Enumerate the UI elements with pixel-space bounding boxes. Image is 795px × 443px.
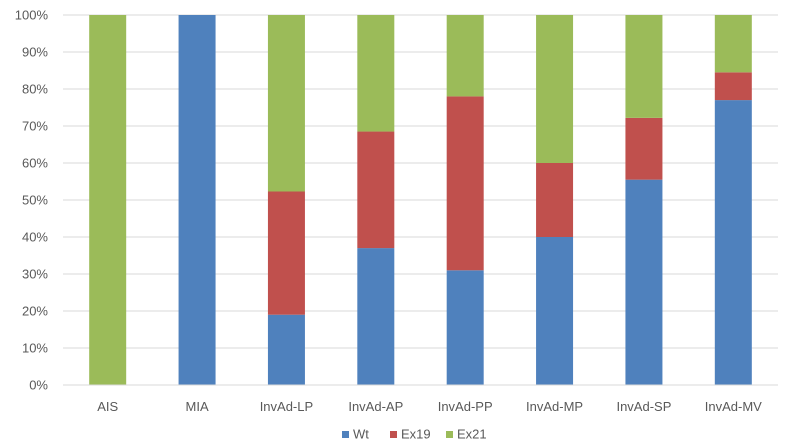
x-tick-label: InvAd-MV: [705, 399, 762, 414]
bar-wt-invad-mp: [536, 237, 574, 385]
y-tick-label: 10%: [22, 341, 48, 356]
y-tick-label: 0%: [29, 378, 48, 393]
bar-ex21-invad-mp: [536, 15, 574, 163]
bar-ex19-invad-mv: [714, 72, 752, 101]
x-tick-label: AIS: [97, 399, 118, 414]
y-tick-label: 40%: [22, 230, 48, 245]
bar-ex21-invad-ap: [357, 15, 395, 132]
y-tick-label: 30%: [22, 267, 48, 282]
y-tick-label: 20%: [22, 304, 48, 319]
gridlines: [63, 14, 778, 349]
y-tick-label: 100%: [15, 8, 49, 23]
y-tick-label: 90%: [22, 45, 48, 60]
bar-wt-invad-mv: [714, 100, 752, 385]
bars: [89, 15, 752, 385]
x-tick-label: InvAd-AP: [348, 399, 403, 414]
bar-wt-mia: [178, 15, 216, 385]
bar-wt-invad-pp: [446, 270, 484, 385]
y-axis-tick-labels: 0% 10% 20% 30% 40% 50% 60% 70% 80% 90% 100%: [15, 8, 49, 393]
bar-wt-invad-sp: [625, 179, 663, 385]
legend-swatch-ex19: [390, 431, 397, 438]
x-axis-tick-labels: AIS MIA InvAd-LP InvAd-AP InvAd-PP InvAd-MP In…: [97, 399, 762, 414]
y-tick-label: 50%: [22, 193, 48, 208]
legend-label-wt: Wt: [353, 427, 369, 442]
bar-ex19-invad-pp: [446, 96, 484, 271]
bar-ex19-invad-sp: [625, 117, 663, 180]
bar-ex21-invad-pp: [446, 15, 484, 97]
y-tick-label: 80%: [22, 82, 48, 97]
x-tick-label: InvAd-PP: [438, 399, 493, 414]
legend-swatch-wt: [342, 431, 349, 438]
x-tick-label: InvAd-SP: [616, 399, 671, 414]
legend-label-ex21: Ex21: [457, 427, 487, 442]
bar-ex21-invad-lp: [267, 15, 305, 192]
bar-ex19-invad-mp: [536, 163, 574, 237]
bar-ex21-invad-mv: [714, 15, 752, 73]
legend: Wt Ex19 Ex21: [342, 427, 487, 442]
y-tick-label: 60%: [22, 156, 48, 171]
x-tick-label: InvAd-LP: [260, 399, 313, 414]
legend-swatch-ex21: [446, 431, 453, 438]
bar-wt-invad-ap: [357, 248, 395, 385]
legend-label-ex19: Ex19: [401, 427, 431, 442]
y-tick-label: 70%: [22, 119, 48, 134]
bar-ex21-ais: [89, 15, 127, 385]
bar-wt-invad-lp: [267, 314, 305, 385]
bar-ex19-invad-ap: [357, 131, 395, 249]
bar-ex19-invad-lp: [267, 191, 305, 315]
x-tick-label: MIA: [186, 399, 209, 414]
x-tick-label: InvAd-MP: [526, 399, 583, 414]
bar-ex21-invad-sp: [625, 15, 663, 118]
